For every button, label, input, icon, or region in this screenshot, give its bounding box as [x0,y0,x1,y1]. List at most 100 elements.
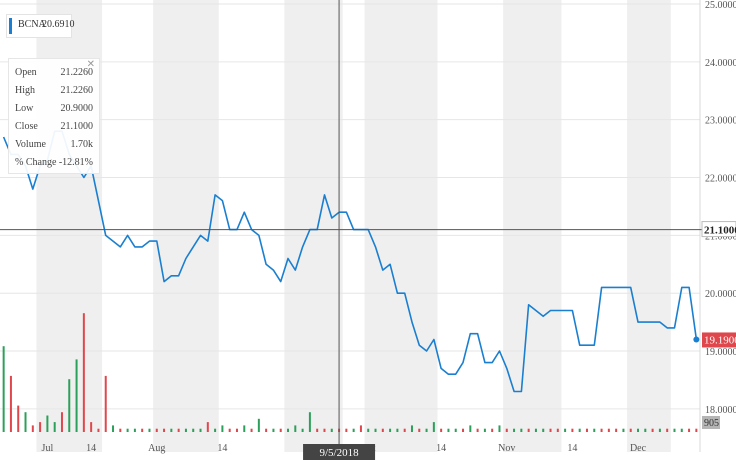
volume-bar [491,428,494,432]
volume-bar [97,428,100,432]
last-price-dot [693,336,700,343]
series-color-swatch [9,18,12,34]
volume-bar [24,412,27,432]
volume-bar [133,428,136,432]
x-tick-label: 14 [86,443,96,454]
volume-bar [272,428,275,432]
volume-bar [9,375,12,432]
volume-bar [243,425,246,432]
volume-bar [53,422,56,432]
volume-bar [2,346,5,432]
volume-bar [60,412,63,432]
volume-bar [279,428,282,432]
volume-bar [651,428,654,432]
volume-bar [585,428,588,432]
volume-bar [323,428,326,432]
volume-bar [163,428,166,432]
volume-bar [359,425,362,432]
volume-bar [410,425,413,432]
volume-bar [571,428,574,432]
volume-bar [578,428,581,432]
y-tick-label: 18.0000 [705,405,736,416]
crosshair-date-label: 9/5/2018 [320,447,360,459]
volume-bar [622,428,625,432]
volume-bar [155,428,158,432]
y-tick-label: 22.0000 [705,174,736,185]
x-tick-label: 14 [436,443,446,454]
volume-bar [534,428,537,432]
close-icon[interactable]: ✕ [86,59,95,70]
volume-bar [600,428,603,432]
volume-tag: 905 [702,416,720,429]
volume-bar [345,428,348,432]
volume-bar [367,428,370,432]
volume-bar [629,428,632,432]
volume-bar [214,428,217,432]
volume-bar [542,428,545,432]
volume-bar [170,428,173,432]
symbol-legend[interactable]: BCNA 20.6910 [6,14,75,38]
month-bands [36,0,671,452]
volume-bar [199,428,202,432]
volume-bar [287,428,290,432]
month-band [284,0,343,452]
x-tick-label: Jul [42,443,54,454]
volume-bar [119,428,122,432]
volume-bar [68,379,71,432]
crosshair-price-tag: 21.1000 [701,221,736,238]
x-tick-label: 14 [217,443,227,454]
volume-bar [688,428,691,432]
volume-bar [389,428,392,432]
volume-bar [352,428,355,432]
x-tick-label: 14 [567,443,577,454]
volume-bar [90,422,93,432]
last-price-tag: 19.1900 [702,332,736,348]
volume-bar [257,418,260,432]
volume-bar [454,428,457,432]
price-line [2,130,698,393]
month-band [153,0,219,452]
volume-bar [432,422,435,432]
volume-bar [221,425,224,432]
volume-bar [447,428,450,432]
volume-bar [513,428,516,432]
y-tick-label: 20.0000 [705,289,736,300]
volume-bar [644,428,647,432]
volume-bar [593,428,596,432]
volume-bar [556,428,559,432]
volume-bar [483,428,486,432]
volume-bar [549,428,552,432]
legend-symbol: BCNA [18,19,46,30]
volume-bar [192,428,195,432]
volume-bar [680,428,683,432]
volume-bar [75,359,78,432]
grid-lines [0,0,701,452]
volume-bar [31,425,34,432]
y-tick-label: 24.0000 [705,58,736,69]
x-tick-label: Dec [630,443,647,454]
y-axis: 18.000019.000020.000021.000022.000023.00… [705,0,736,416]
volume-bar [265,428,268,432]
volume-bar [505,428,508,432]
volume-bar [206,422,209,432]
volume-bar [469,425,472,432]
volume-bar [498,425,501,432]
volume-bar [607,428,610,432]
volume-bar [126,428,129,432]
volume-bar [294,425,297,432]
volume-bar [564,428,567,432]
x-tick-label: Nov [498,443,515,454]
y-tick-label: 25.0000 [705,0,736,11]
volume-bar [82,313,85,432]
volume-label: 905 [704,418,719,429]
volume-bar [476,428,479,432]
volume-bar [381,428,384,432]
crosshair-date-tag: 9/5/2018 [303,444,376,460]
volume-bar [228,428,231,432]
last-price-label: 19.1900 [704,334,736,346]
volume-bar [527,428,530,432]
volume-bars [2,313,698,432]
volume-bar [520,428,523,432]
volume-bar [440,428,443,432]
